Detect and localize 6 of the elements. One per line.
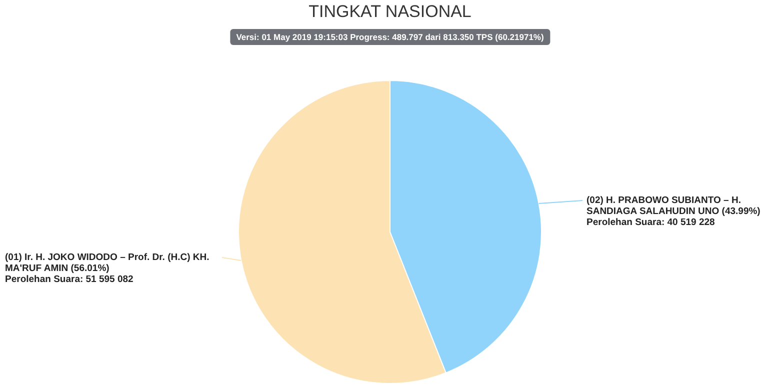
legend-label: (01) Ir. H. JOKO WIDODO – Prof. Dr. (H.C) KH. MA'RUF AMIN (56.01%) bbox=[5, 252, 210, 274]
chart-title: TINGKAT NASIONAL bbox=[308, 2, 472, 22]
slice-label: (02) H. PRABOWO SUBIANTO – H. SANDIAGA SALAHUDIN UNO (43.99%) bbox=[586, 195, 760, 218]
chart-subtitle: Versi: 01 May 2019 19:15:03 Progress: 489.797 dari 813.350 TPS (60.21971%) bbox=[230, 29, 550, 45]
data-label: Perolehan Suara: 40 519 228 bbox=[586, 217, 715, 228]
data-label: Perolehan Suara: 51 595 082 bbox=[5, 274, 134, 286]
